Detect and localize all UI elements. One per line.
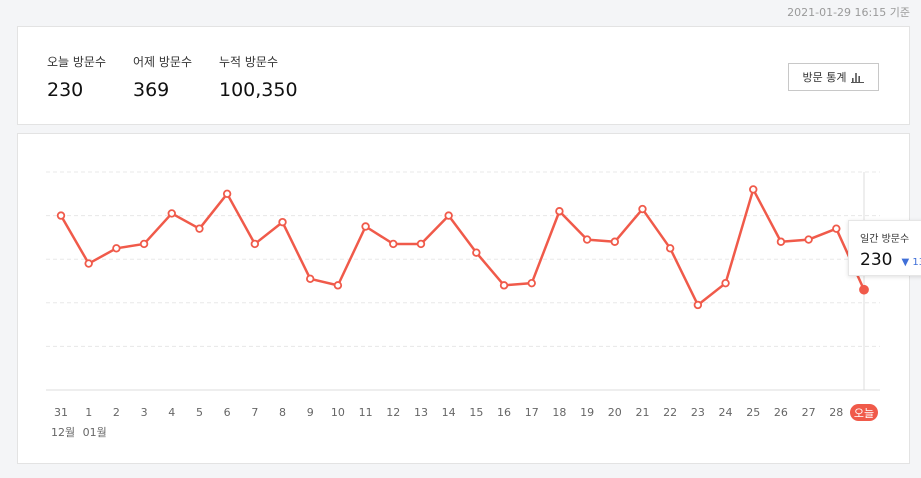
visits-line-chart: 31 1 2 3 4 5 6 7 8 9 10 11 12 13 14 15 16 17 18 19 20 21 22 23 2… [46,171,880,421]
yesterday-visits-value: 369 [133,79,170,101]
data-point [527,278,536,288]
data-point [416,239,426,249]
data-point [610,237,619,246]
bar-chart-icon [851,72,865,83]
data-point [222,189,232,198]
x-tick-label: 1 [85,406,92,419]
x-tick-label: 13 [414,406,428,419]
data-point [776,237,786,246]
x-tick-label: 12 [386,406,400,419]
yesterday-stat: 어제 방문수 369 [133,53,192,101]
total-visits-value: 100,350 [219,79,298,101]
visit-stats-button-label: 방문 통계 [802,71,847,84]
x-tick-label: 25 [746,406,760,419]
x-tick-label: 5 [196,406,203,419]
x-tick-label: 17 [525,406,539,419]
x-tick-label: 3 [141,406,148,419]
data-point [555,207,564,216]
data-point-today [859,284,869,295]
today-badge [850,404,878,421]
data-point [84,259,93,268]
chart-card: 31 1 2 3 4 5 6 7 8 9 10 11 12 13 14 15 16 17 18 19 20 21 22 23 2… [17,133,921,464]
data-point [361,222,370,231]
x-tick-label: 7 [251,406,258,419]
x-tick-label: 18 [552,406,566,419]
total-visits-label: 누적 방문수 [219,55,279,69]
x-tick-label: 16 [497,406,511,419]
data-point [139,239,149,249]
data-point [112,244,121,253]
x-tick-label: 31 [54,406,68,419]
x-tick-label: 4 [168,406,175,419]
summary-card: 오늘 방문수 230 어제 방문수 369 누적 방문수 100,350 방문 … [17,26,910,125]
x-tick-label: 9 [307,406,314,419]
data-point [333,281,343,290]
data-point [804,235,813,244]
data-point [832,224,841,233]
data-point [306,274,315,284]
x-tick-label: 2 [113,406,120,419]
data-point [250,239,260,249]
x-tick-label: 26 [774,406,788,419]
daily-visits-tooltip: 일간 방문수 230 ▼ 13 [848,220,921,276]
today-visits-value: 230 [47,79,84,101]
tooltip-change: ▼ 13 [901,257,921,268]
data-point [389,239,398,249]
today-visits-label: 오늘 방문수 [47,55,107,69]
x-tick-label: 28 [829,406,843,419]
today-stat: 오늘 방문수 230 [47,53,106,101]
timestamp: 2021-01-29 16:15 기준 [787,6,910,19]
visit-stats-button[interactable]: 방문 통계 [788,63,879,91]
month-labels: 12월 01월 [51,424,111,440]
month-label-dec: 12월 [51,426,76,439]
data-point [56,211,66,220]
data-point [721,278,730,288]
tooltip-label: 일간 방문수 [860,234,910,245]
data-point [278,217,287,227]
x-tick-label: 11 [359,406,373,419]
x-tick-label: 27 [802,406,816,419]
x-tick-label: 6 [224,406,231,419]
data-point [499,281,509,290]
x-tick-label: 22 [663,406,677,419]
data-point [749,185,758,194]
x-tick-label: 20 [608,406,622,419]
x-tick-label: 19 [580,406,594,419]
total-stat: 누적 방문수 100,350 [219,53,298,101]
data-point [582,235,592,244]
data-point [167,209,176,218]
x-tick-label: 14 [442,406,456,419]
data-point [693,300,703,310]
data-point [638,204,647,214]
series-line [59,188,866,307]
x-tick-label: 23 [691,406,705,419]
data-point [444,211,453,220]
data-point [665,244,675,253]
x-tick-label: 21 [635,406,649,419]
month-label-jan: 01월 [82,426,107,439]
x-tick-label: 24 [719,406,733,419]
x-tick-label: 10 [331,406,345,419]
x-tick-label: 8 [279,406,286,419]
x-tick-label-today: 오늘 [854,407,874,420]
tooltip-value: 230 [860,250,893,270]
data-point [472,248,481,257]
yesterday-visits-label: 어제 방문수 [133,55,193,69]
x-tick-label: 15 [469,406,483,419]
data-point [195,224,204,233]
